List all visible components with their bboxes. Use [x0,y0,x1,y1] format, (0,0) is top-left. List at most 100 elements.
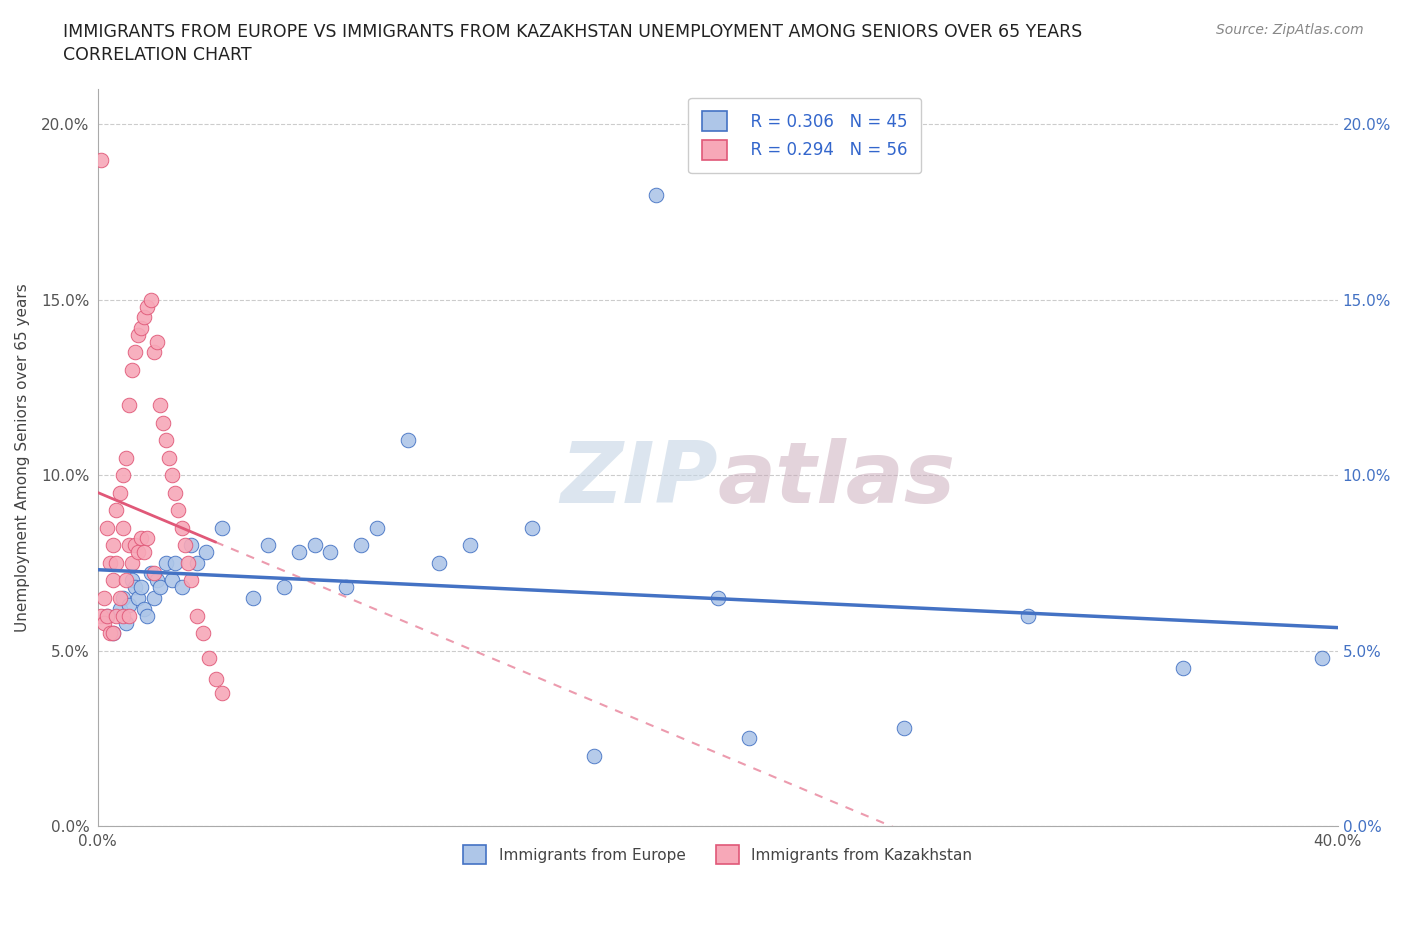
Point [180,573,202,588]
Point [118,598,141,613]
Point [136,531,159,546]
Legend: Immigrants from Europe, Immigrants from Kazakhstan: Immigrants from Europe, Immigrants from … [457,839,979,870]
Point [186,555,208,570]
Point [165,555,187,570]
Point [96,608,118,623]
Point [98,626,121,641]
Point [1171,660,1194,675]
Point [155,555,177,570]
Point [111,521,134,536]
Point [427,555,450,570]
Point [288,545,311,560]
Point [198,650,221,665]
Point [105,503,128,518]
Text: CORRELATION CHART: CORRELATION CHART [63,46,252,64]
Point [114,573,136,588]
Point [145,573,167,588]
Text: atlas: atlas [718,438,956,522]
Point [366,521,388,536]
Point [127,327,149,342]
Point [108,485,131,500]
Point [124,538,146,552]
Point [350,538,373,552]
Point [396,432,419,447]
Point [242,591,264,605]
Point [160,468,183,483]
Point [335,580,357,595]
Point [893,721,915,736]
Point [134,601,156,616]
Point [644,187,666,202]
Point [134,310,156,325]
Point [319,545,342,560]
Point [105,608,128,623]
Point [193,626,215,641]
Point [108,591,131,605]
Point [149,398,172,413]
Point [127,591,149,605]
Point [180,538,202,552]
Point [118,608,141,623]
Point [173,538,195,552]
Point [152,415,174,430]
Point [90,153,112,167]
Point [103,626,125,641]
Point [142,345,165,360]
Point [582,749,605,764]
Point [124,580,146,595]
Point [111,591,134,605]
Text: ZIP: ZIP [560,438,718,522]
Point [1017,608,1039,623]
Y-axis label: Unemployment Among Seniors over 65 years: Unemployment Among Seniors over 65 years [15,284,30,632]
Point [149,580,172,595]
Point [129,580,152,595]
Point [167,503,190,518]
Point [142,566,165,581]
Point [124,345,146,360]
Point [114,615,136,630]
Point [103,626,125,641]
Point [142,591,165,605]
Point [103,538,125,552]
Point [105,555,128,570]
Point [93,615,115,630]
Point [211,685,233,700]
Point [177,555,200,570]
Point [160,573,183,588]
Point [90,608,112,623]
Point [136,299,159,314]
Point [304,538,326,552]
Point [121,555,143,570]
Point [273,580,295,595]
Point [108,601,131,616]
Point [139,566,162,581]
Point [134,545,156,560]
Point [157,450,180,465]
Point [170,580,193,595]
Text: Source: ZipAtlas.com: Source: ZipAtlas.com [1216,23,1364,37]
Point [738,731,761,746]
Point [118,398,141,413]
Point [1310,650,1333,665]
Point [111,608,134,623]
Point [458,538,481,552]
Point [114,450,136,465]
Point [139,292,162,307]
Point [186,608,208,623]
Point [257,538,280,552]
Point [707,591,730,605]
Point [520,521,543,536]
Point [129,531,152,546]
Point [118,538,141,552]
Point [121,363,143,378]
Text: IMMIGRANTS FROM EUROPE VS IMMIGRANTS FROM KAZAKHSTAN UNEMPLOYMENT AMONG SENIORS : IMMIGRANTS FROM EUROPE VS IMMIGRANTS FRO… [63,23,1083,41]
Point [195,545,218,560]
Point [170,521,193,536]
Point [98,555,121,570]
Point [204,671,226,686]
Point [103,573,125,588]
Point [127,545,149,560]
Point [96,521,118,536]
Point [145,335,167,350]
Point [155,432,177,447]
